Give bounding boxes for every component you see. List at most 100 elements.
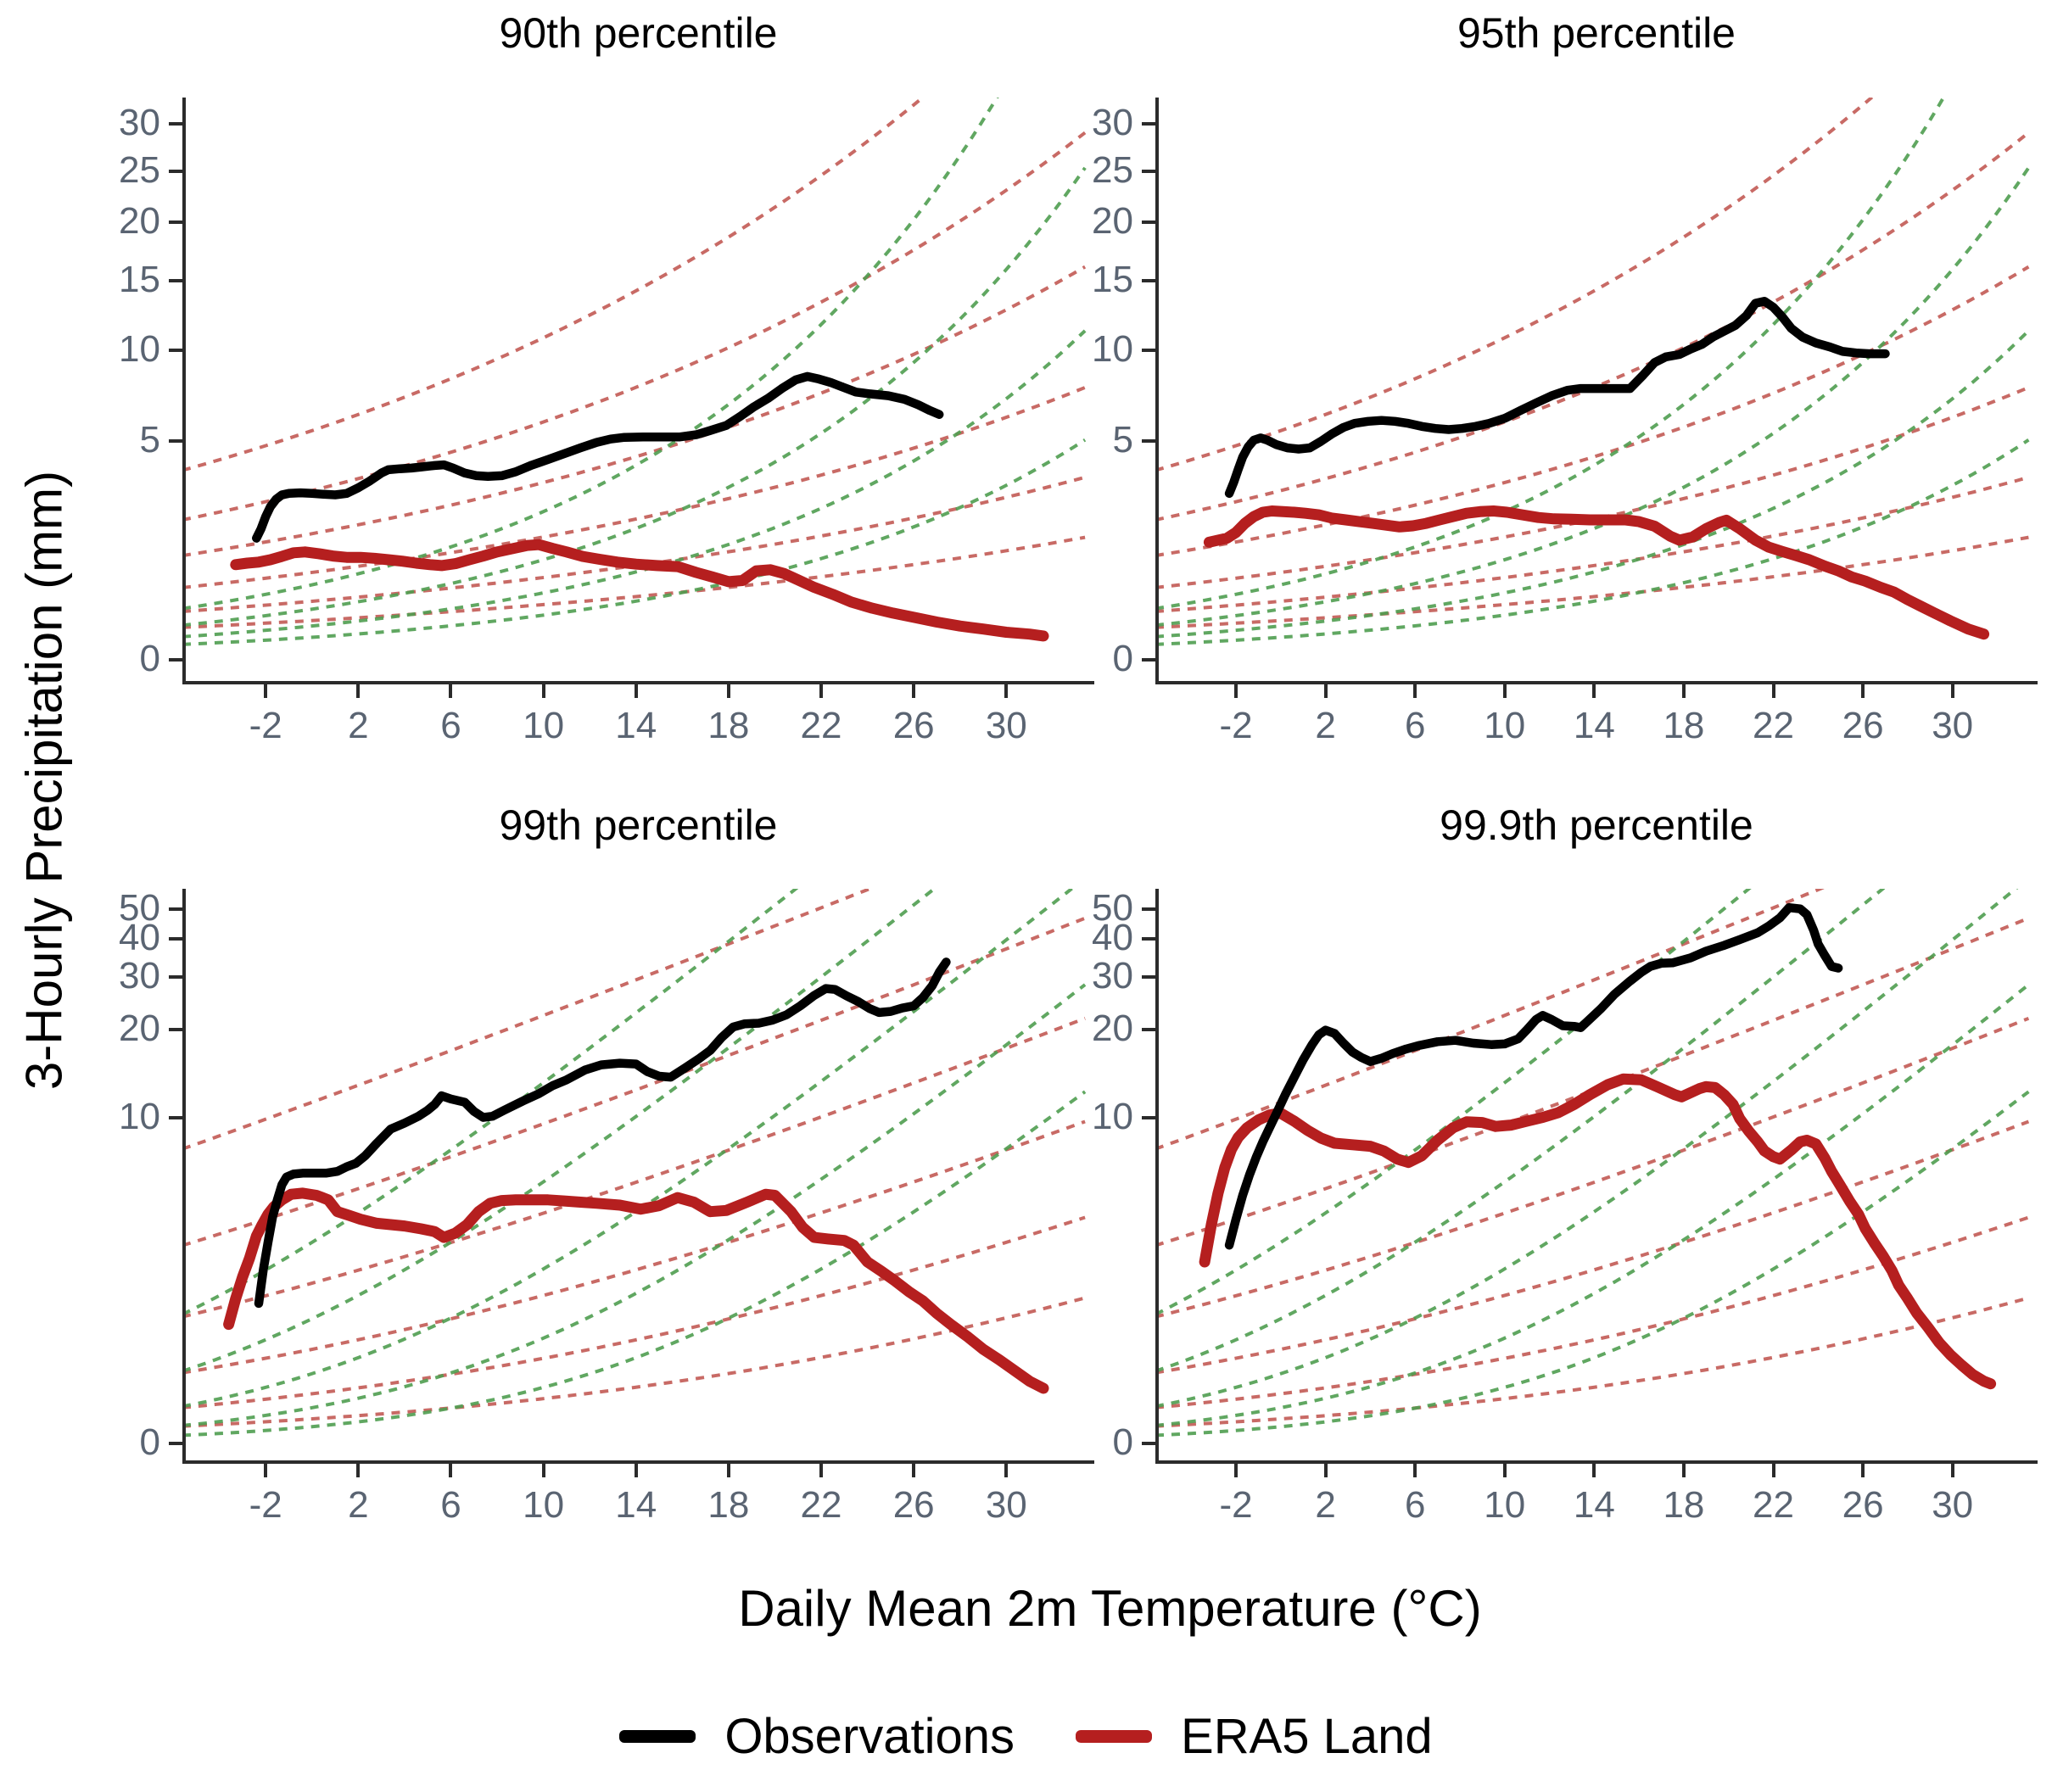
- x-tick-mark: [541, 1464, 545, 1477]
- double-cc-scaling-guide-line-green: [182, 983, 1087, 1427]
- cc-scaling-guide-line-red: [1155, 1119, 2030, 1375]
- panel-title-90th: 90th percentile: [499, 9, 778, 57]
- double-cc-scaling-guide-line-green: [1155, 889, 1886, 1373]
- x-tick-label: 2: [1315, 1484, 1336, 1526]
- y-tick-label: 30: [1092, 954, 1133, 996]
- double-cc-scaling-guide-line-green: [182, 889, 799, 1316]
- x-tick-mark: [264, 684, 268, 698]
- x-tick-label: 30: [985, 705, 1027, 746]
- x-tick-label: 26: [892, 705, 935, 746]
- panel-title-99th: 99th percentile: [499, 801, 778, 849]
- double-cc-scaling-guide-line-green: [182, 329, 1087, 639]
- y-tick-label: 10: [119, 328, 160, 371]
- y-tick-mark: [1142, 169, 1155, 173]
- y-tick-label: 50: [1092, 886, 1133, 929]
- y-tick-label: 30: [119, 102, 160, 144]
- cc-scaling-guide-line-red: [1155, 1215, 2030, 1410]
- x-tick-label: 10: [523, 1484, 565, 1526]
- x-tick-mark: [1004, 1464, 1009, 1477]
- y-tick-label: 0: [139, 1421, 160, 1463]
- y-tick-mark: [1142, 1027, 1155, 1031]
- x-tick-mark: [1234, 1464, 1238, 1477]
- x-tick-mark: [1413, 1464, 1417, 1477]
- x-tick-label: 6: [440, 705, 461, 746]
- x-tick-mark: [1950, 684, 1954, 698]
- double-cc-scaling-guide-line-green: [1155, 98, 1946, 611]
- y-tick-mark: [169, 658, 182, 662]
- x-tick-label: 14: [1573, 1484, 1615, 1526]
- x-tick-label: -2: [1219, 705, 1253, 746]
- x-tick-label: 2: [1315, 705, 1336, 746]
- y-tick-label: 10: [119, 1095, 160, 1137]
- x-tick-label: 22: [1753, 1484, 1794, 1526]
- era5-land-line: [223, 1187, 1049, 1394]
- y-tick-label: 0: [139, 638, 160, 680]
- x-tick-label: 18: [1663, 1484, 1705, 1526]
- y-tick-mark: [169, 1441, 182, 1445]
- x-tick-label: -2: [1219, 1484, 1253, 1526]
- x-tick-label: 14: [615, 1484, 657, 1526]
- y-tick-label: 30: [1092, 102, 1133, 144]
- y-tick-label: 5: [139, 419, 160, 461]
- legend-label-observations: Observations: [724, 1708, 1015, 1764]
- x-tick-label: 22: [800, 1484, 842, 1526]
- legend: Observations ERA5 Land: [0, 1689, 2052, 1783]
- cc-scaling-guide-line-red: [182, 889, 875, 1151]
- y-tick-label: 30: [119, 954, 160, 996]
- x-tick-label: 26: [892, 1484, 935, 1526]
- double-cc-scaling-guide-line-green: [182, 1090, 1087, 1438]
- x-tick-label: 30: [1932, 1484, 1974, 1526]
- observations-line: [1224, 902, 1843, 1250]
- y-tick-label: 25: [1092, 148, 1133, 191]
- x-tick-mark: [912, 684, 916, 698]
- x-tick-mark: [1861, 1464, 1865, 1477]
- y-tick-mark: [169, 1027, 182, 1031]
- y-tick-label: 50: [119, 886, 160, 929]
- x-tick-mark: [819, 684, 824, 698]
- y-tick-mark: [169, 936, 182, 941]
- cc-scaling-guide-line-red: [1155, 131, 2030, 522]
- x-tick-mark: [634, 684, 638, 698]
- x-tick-mark: [1323, 1464, 1328, 1477]
- x-tick-label: 10: [1484, 1484, 1526, 1526]
- cc-scaling-guide-line-red: [182, 1296, 1086, 1428]
- observations-line: [254, 957, 951, 1309]
- y-tick-mark: [1142, 658, 1155, 662]
- x-tick-label: 22: [800, 705, 842, 746]
- x-tick-mark: [1681, 684, 1686, 698]
- double-cc-scaling-guide-line-green: [182, 98, 999, 611]
- y-tick-mark: [1142, 936, 1155, 941]
- x-tick-label: 18: [707, 1484, 750, 1526]
- y-tick-mark: [1142, 1441, 1155, 1445]
- x-tick-mark: [1234, 684, 1238, 698]
- y-tick-mark: [169, 349, 182, 353]
- cc-scaling-guide-line-red: [1155, 916, 2030, 1248]
- y-tick-label: 5: [1112, 419, 1133, 461]
- x-tick-label: 26: [1842, 1484, 1884, 1526]
- era5-land-line: [230, 539, 1049, 642]
- x-tick-label: 30: [985, 1484, 1027, 1526]
- x-tick-mark: [449, 684, 453, 698]
- x-tick-label: 6: [440, 1484, 461, 1526]
- y-tick-mark: [1142, 349, 1155, 353]
- panel-plot-2: [182, 889, 1094, 1464]
- x-tick-mark: [356, 1464, 361, 1477]
- x-tick-mark: [1861, 684, 1865, 698]
- y-axis-title: 3-Hourly Precipitation (mm): [15, 470, 73, 1091]
- y-tick-label: 10: [1092, 328, 1133, 371]
- x-tick-mark: [1502, 684, 1507, 698]
- x-tick-mark: [449, 1464, 453, 1477]
- x-tick-label: 26: [1842, 705, 1884, 746]
- x-tick-label: -2: [249, 705, 282, 746]
- y-tick-label: 10: [1092, 1095, 1133, 1137]
- x-tick-label: 18: [707, 705, 750, 746]
- y-tick-mark: [1142, 974, 1155, 979]
- x-tick-label: 6: [1404, 705, 1426, 746]
- observations-line: [1224, 296, 1890, 499]
- x-tick-mark: [1771, 684, 1775, 698]
- x-axis-title: Daily Mean 2m Temperature (°C): [738, 1580, 1482, 1637]
- cc-scaling-guide-line-red: [1155, 535, 2029, 629]
- double-cc-scaling-guide-line-green: [1155, 983, 2030, 1427]
- cc-scaling-guide-line-red: [1155, 475, 2029, 613]
